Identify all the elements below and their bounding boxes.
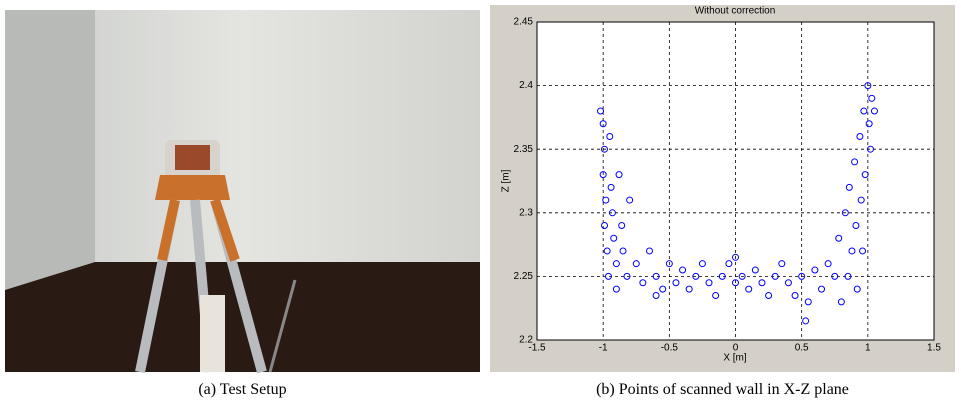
point [623,272,631,280]
point [865,120,873,128]
y-tick-label: 2.4 [519,80,533,91]
point [600,145,608,153]
point [639,279,647,287]
point [853,285,861,293]
point [866,145,874,153]
point [698,260,706,268]
x-tick-label: 1.5 [927,343,941,354]
point [868,94,876,102]
point [841,209,849,217]
point [864,82,872,90]
point [870,107,878,115]
point [619,247,627,255]
point [672,279,680,287]
point [685,285,693,293]
x-tick-label: 0.5 [795,343,809,354]
point [732,253,739,261]
point [778,260,786,268]
point [626,196,634,204]
y-tick-label: 2.2 [519,335,533,346]
y-tick-label: 2.3 [519,207,533,218]
point [784,279,792,287]
point [705,279,713,287]
point [771,272,779,280]
point [851,158,859,166]
point [758,279,766,287]
point [606,132,614,140]
point [602,196,610,204]
point [738,272,746,280]
point [645,247,653,255]
x-axis-label: X [m] [723,353,747,364]
y-tick-label: 2.35 [514,144,534,155]
point [751,266,759,274]
point [725,260,733,268]
point [765,291,773,299]
point [607,183,615,191]
point [856,132,864,140]
scatter-chart: Without correction X [m] Z [m] -1.5 -1 -0.… [501,6,942,364]
x-tick-label: -0.5 [661,343,679,354]
caption: (a) Test Setup [198,381,287,398]
point [732,279,739,287]
x-tick-label: 0 [733,343,739,354]
x-tick-label: -1.5 [528,343,546,354]
point [802,317,810,325]
x-tick-label: -1 [599,343,608,354]
point [597,107,605,115]
point [861,171,869,179]
point [818,285,826,293]
point [615,171,623,179]
point [665,260,673,268]
point [848,247,856,255]
photo [5,10,480,374]
point [604,272,612,280]
point [599,120,607,128]
point [798,272,806,280]
point [831,272,839,280]
chart-title: Without correction [695,6,776,17]
point [859,247,867,255]
figure-canvas: Without correction X [m] Z [m] -1.5 -1 -0.… [5,5,955,374]
point [618,222,626,230]
x-tick-label: 1 [865,343,871,354]
point [718,272,726,280]
point [652,272,660,280]
point [652,291,660,299]
point [844,272,852,280]
y-tick-label: 2.45 [514,17,534,28]
y-axis-label: Z [m] [501,169,512,192]
point [837,298,845,306]
point [811,266,819,274]
point [712,291,720,299]
point [860,107,868,115]
point [612,285,620,293]
point [824,260,832,268]
y-tick-label: 2.25 [514,271,534,282]
point [791,291,799,299]
point [745,285,753,293]
point [632,260,640,268]
point [603,247,611,255]
point [845,183,853,191]
point [857,196,865,204]
point [608,209,616,217]
point [835,234,843,242]
caption: (b) Points of scanned wall in X-Z plane [596,381,849,398]
point [804,298,812,306]
point [612,260,620,268]
point [599,171,607,179]
point [692,272,700,280]
point [610,234,618,242]
point [852,222,860,230]
point [659,285,667,293]
chart-panel [490,5,955,372]
point [600,222,608,230]
point [679,266,687,274]
